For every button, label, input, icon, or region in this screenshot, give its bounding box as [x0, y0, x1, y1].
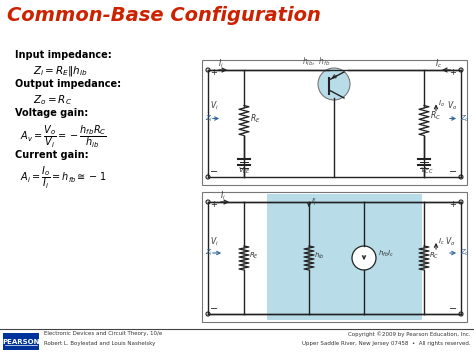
Text: $A_i = \dfrac{I_o}{I_i} = h_{fb} \cong -1$: $A_i = \dfrac{I_o}{I_i} = h_{fb} \cong -… [20, 164, 106, 191]
Text: $I_c$: $I_c$ [435, 57, 442, 70]
Circle shape [459, 175, 463, 179]
Text: Voltage gain:: Voltage gain: [15, 108, 88, 118]
Text: $R_E$: $R_E$ [249, 251, 259, 261]
Text: Common-Base Configuration: Common-Base Configuration [7, 6, 321, 25]
Text: −: − [449, 167, 457, 177]
Circle shape [352, 246, 376, 270]
Text: $V_o$: $V_o$ [447, 99, 457, 112]
FancyBboxPatch shape [3, 333, 39, 350]
Text: Current gain:: Current gain: [15, 150, 89, 160]
Text: $I_i$: $I_i$ [220, 189, 226, 202]
FancyBboxPatch shape [202, 192, 467, 322]
Text: $R_C$: $R_C$ [430, 109, 441, 122]
Circle shape [318, 68, 350, 100]
Text: $Z_i$: $Z_i$ [205, 248, 213, 258]
Text: $V_o$: $V_o$ [445, 235, 455, 247]
FancyBboxPatch shape [267, 194, 422, 320]
Text: $Z_o = R_C$: $Z_o = R_C$ [33, 93, 72, 107]
Text: Robert L. Boylestad and Louis Nashelsky: Robert L. Boylestad and Louis Nashelsky [44, 340, 155, 345]
Text: +: + [210, 68, 217, 77]
Circle shape [206, 68, 210, 72]
Text: $Z_i$: $Z_i$ [205, 113, 213, 124]
Circle shape [459, 200, 463, 204]
Circle shape [206, 175, 210, 179]
Circle shape [459, 68, 463, 72]
Text: $h_{fb}I_c$: $h_{fb}I_c$ [378, 249, 394, 259]
Text: $R_C$: $R_C$ [429, 251, 439, 261]
Text: $Z_o$: $Z_o$ [460, 113, 470, 124]
Text: $V_{CC}$: $V_{CC}$ [420, 166, 434, 176]
Circle shape [459, 312, 463, 316]
Text: $I_i$: $I_i$ [218, 57, 224, 70]
Text: $Z_i = R_E \| h_{ib}$: $Z_i = R_E \| h_{ib}$ [33, 64, 88, 78]
Text: +: + [210, 200, 217, 209]
Circle shape [206, 312, 210, 316]
Text: −: − [449, 304, 457, 314]
Circle shape [206, 200, 210, 204]
Text: $V_i$: $V_i$ [210, 235, 219, 247]
Text: PEARSON: PEARSON [2, 339, 40, 344]
FancyBboxPatch shape [202, 60, 467, 185]
Text: +: + [449, 68, 456, 77]
Text: Output impedance:: Output impedance: [15, 79, 121, 89]
Text: Input impedance:: Input impedance: [15, 50, 112, 60]
Text: $V_i$: $V_i$ [210, 99, 219, 112]
Text: $h_{ib},\ h_{fb}$: $h_{ib},\ h_{fb}$ [302, 55, 330, 67]
Text: $I_o$: $I_o$ [438, 98, 445, 109]
Text: Copyright ©2009 by Pearson Education, Inc.: Copyright ©2009 by Pearson Education, In… [348, 331, 471, 337]
Text: $V_{EE}$: $V_{EE}$ [238, 166, 251, 176]
Text: −: − [210, 304, 218, 314]
Text: Upper Saddle River, New Jersey 07458  •  All rights reserved.: Upper Saddle River, New Jersey 07458 • A… [302, 340, 471, 345]
Text: $R_E$: $R_E$ [250, 113, 261, 125]
Text: $I_i'$: $I_i'$ [311, 197, 317, 209]
Text: +: + [449, 200, 456, 209]
Text: $A_v = \dfrac{V_o}{V_i} = -\dfrac{h_{fb}R_C}{h_{ib}}$: $A_v = \dfrac{V_o}{V_i} = -\dfrac{h_{fb}… [20, 123, 107, 150]
Text: Electronic Devices and Circuit Theory, 10/e: Electronic Devices and Circuit Theory, 1… [44, 332, 162, 337]
Text: $Z_o$: $Z_o$ [460, 248, 470, 258]
Text: −: − [210, 167, 218, 177]
Text: $I_c$: $I_c$ [438, 237, 445, 247]
Text: $h_{ib}$: $h_{ib}$ [314, 251, 325, 261]
